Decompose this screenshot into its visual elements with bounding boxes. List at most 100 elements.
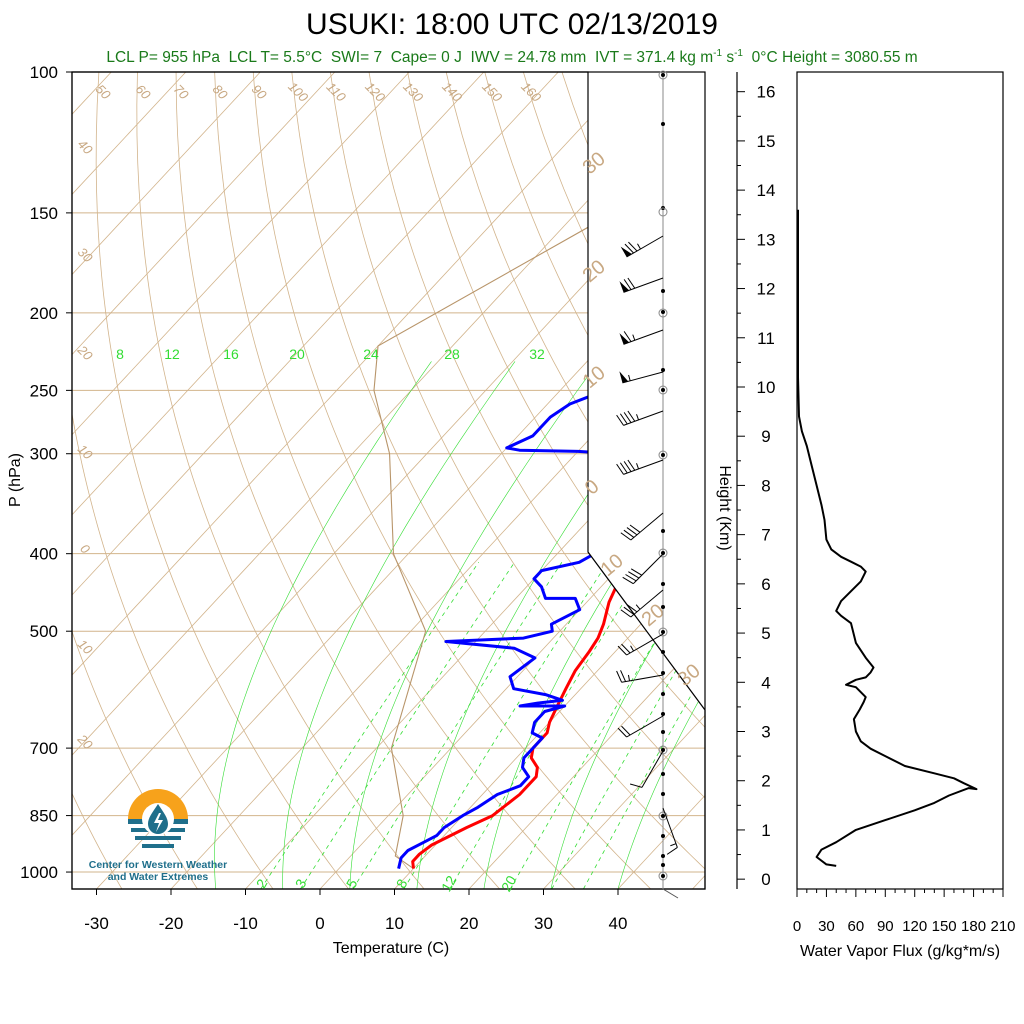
dry-adiabat-line	[252, 72, 652, 889]
x-axis-label: Temperature (C)	[333, 940, 449, 957]
barb-level-dot	[661, 712, 665, 716]
wind-barb	[616, 459, 664, 475]
dry-adiabat-line	[909, 72, 1024, 889]
logo-line-1: Center for Western Weather	[88, 859, 228, 871]
wind-barb	[619, 371, 664, 384]
barb-level-dot	[661, 863, 665, 867]
cw3e-logo: Center for Western Weather and Water Ext…	[88, 784, 228, 883]
moist-adiabat-line	[617, 361, 705, 889]
barb-level-dot	[661, 529, 665, 533]
barb-level-dot	[661, 453, 665, 457]
pressure-tick-label: 200	[30, 304, 58, 323]
isotherm-line	[692, 72, 705, 889]
temperature-tick-label: 0	[315, 914, 324, 933]
barb-level-dot	[661, 814, 665, 818]
freezing-level: 0°C Height = 3080.55 m	[751, 49, 918, 67]
barb-level-dot	[661, 310, 665, 314]
wind-barb	[616, 410, 664, 426]
pressure-tick-label: 850	[30, 807, 58, 826]
height-tick-label: 13	[757, 230, 776, 249]
wind-barb	[617, 633, 664, 656]
wind-barb	[616, 670, 664, 683]
wind-barb	[620, 235, 664, 258]
height-tick-label: 15	[757, 132, 776, 151]
barb-level-circle	[658, 385, 668, 395]
isotherm-label: 90	[249, 81, 270, 102]
logo-line-2: and Water Extremes	[107, 871, 209, 883]
lcl-pressure: LCL P= 955 hPa	[106, 49, 220, 67]
isotherm-line	[72, 72, 559, 889]
isotherm-label: 0	[77, 541, 93, 557]
flux-x-tick-label: 150	[932, 918, 957, 935]
adiabat-label: 20	[638, 600, 669, 631]
height-axis-label: Height (Km)	[716, 465, 733, 550]
pressure-tick-label: 100	[30, 63, 58, 82]
isotherm-line	[72, 72, 485, 889]
flux-x-tick-label: 120	[902, 918, 927, 935]
isotherm-line	[767, 72, 1024, 889]
isotherm-label: 30	[75, 244, 96, 265]
chart-title: USUKI: 18:00 UTC 02/13/2019	[306, 8, 718, 41]
barb-level-circle	[658, 450, 668, 460]
dry-adiabat-line	[407, 72, 705, 889]
isotherm-line	[170, 72, 705, 889]
ivt-value: IVT = 371.4 kg m-1 s-1	[594, 48, 743, 67]
isotherm-line	[245, 72, 705, 889]
height-tick-label: 7	[761, 526, 770, 545]
barb-level-circle	[658, 871, 668, 881]
dry-adiabat-line	[755, 72, 1024, 889]
temperature-tick-label: 10	[385, 914, 404, 933]
lcl-temperature: LCL T= 5.5°C	[228, 49, 323, 67]
adiabat-label: 10	[597, 550, 628, 581]
isotherm-line	[543, 72, 705, 889]
water-vapor-flux-trace	[797, 209, 978, 867]
moist-adiabat-line	[349, 361, 599, 889]
flux-x-tick-label: 210	[990, 918, 1015, 935]
temperature-tick-label: 30	[534, 914, 553, 933]
barb-level-dot	[661, 289, 665, 293]
adiabat-label: 30	[674, 660, 705, 691]
barb-level-dot	[661, 388, 665, 392]
isotherm-line	[394, 72, 705, 889]
pressure-tick-label: 700	[30, 739, 58, 758]
wind-barb	[622, 553, 664, 585]
barb-level-circle	[658, 627, 668, 637]
height-tick-label: 4	[761, 673, 770, 692]
barb-level-dot	[661, 122, 665, 126]
dry-adiabat-line	[330, 72, 705, 889]
isotherm-line	[319, 72, 705, 889]
dewpoint-trace	[397, 211, 705, 869]
barb-level-dot	[661, 605, 665, 609]
flux-panel-border	[796, 71, 1004, 890]
mixing-ratio-line	[352, 562, 563, 889]
isotherm-line	[72, 72, 634, 889]
isotherm-label: 110	[324, 79, 350, 105]
parcel-path-line	[373, 72, 705, 870]
adiabat-label: 10	[579, 362, 610, 393]
pressure-tick-label: 150	[30, 204, 58, 223]
mixing-ratio-label: 12	[164, 346, 180, 362]
wind-barb	[620, 512, 664, 541]
temperature-tick-label: 40	[609, 914, 628, 933]
isotherm-label: 10	[75, 636, 96, 657]
barb-baseline	[662, 888, 679, 899]
mixing-ratio-line	[300, 562, 515, 889]
adiabat-label: 30	[579, 148, 610, 179]
height-tick-label: 0	[761, 870, 770, 889]
dry-adiabat-line	[948, 72, 1024, 889]
wind-barb	[619, 329, 664, 345]
barb-level-dot	[661, 792, 665, 796]
dry-adiabat-line	[484, 72, 705, 889]
dry-adiabat-line	[638, 72, 705, 889]
swi-value: SWI= 7	[330, 49, 383, 67]
barb-level-dot	[661, 730, 665, 734]
mixing-ratio-line	[449, 562, 650, 889]
dry-adiabat-line	[986, 72, 1024, 889]
barb-level-dot	[661, 772, 665, 776]
mixing-ratio-label: 32	[529, 346, 545, 362]
height-tick-label: 1	[761, 821, 770, 840]
isotherm-line	[72, 72, 336, 889]
isotherm-label: 160	[518, 79, 544, 105]
